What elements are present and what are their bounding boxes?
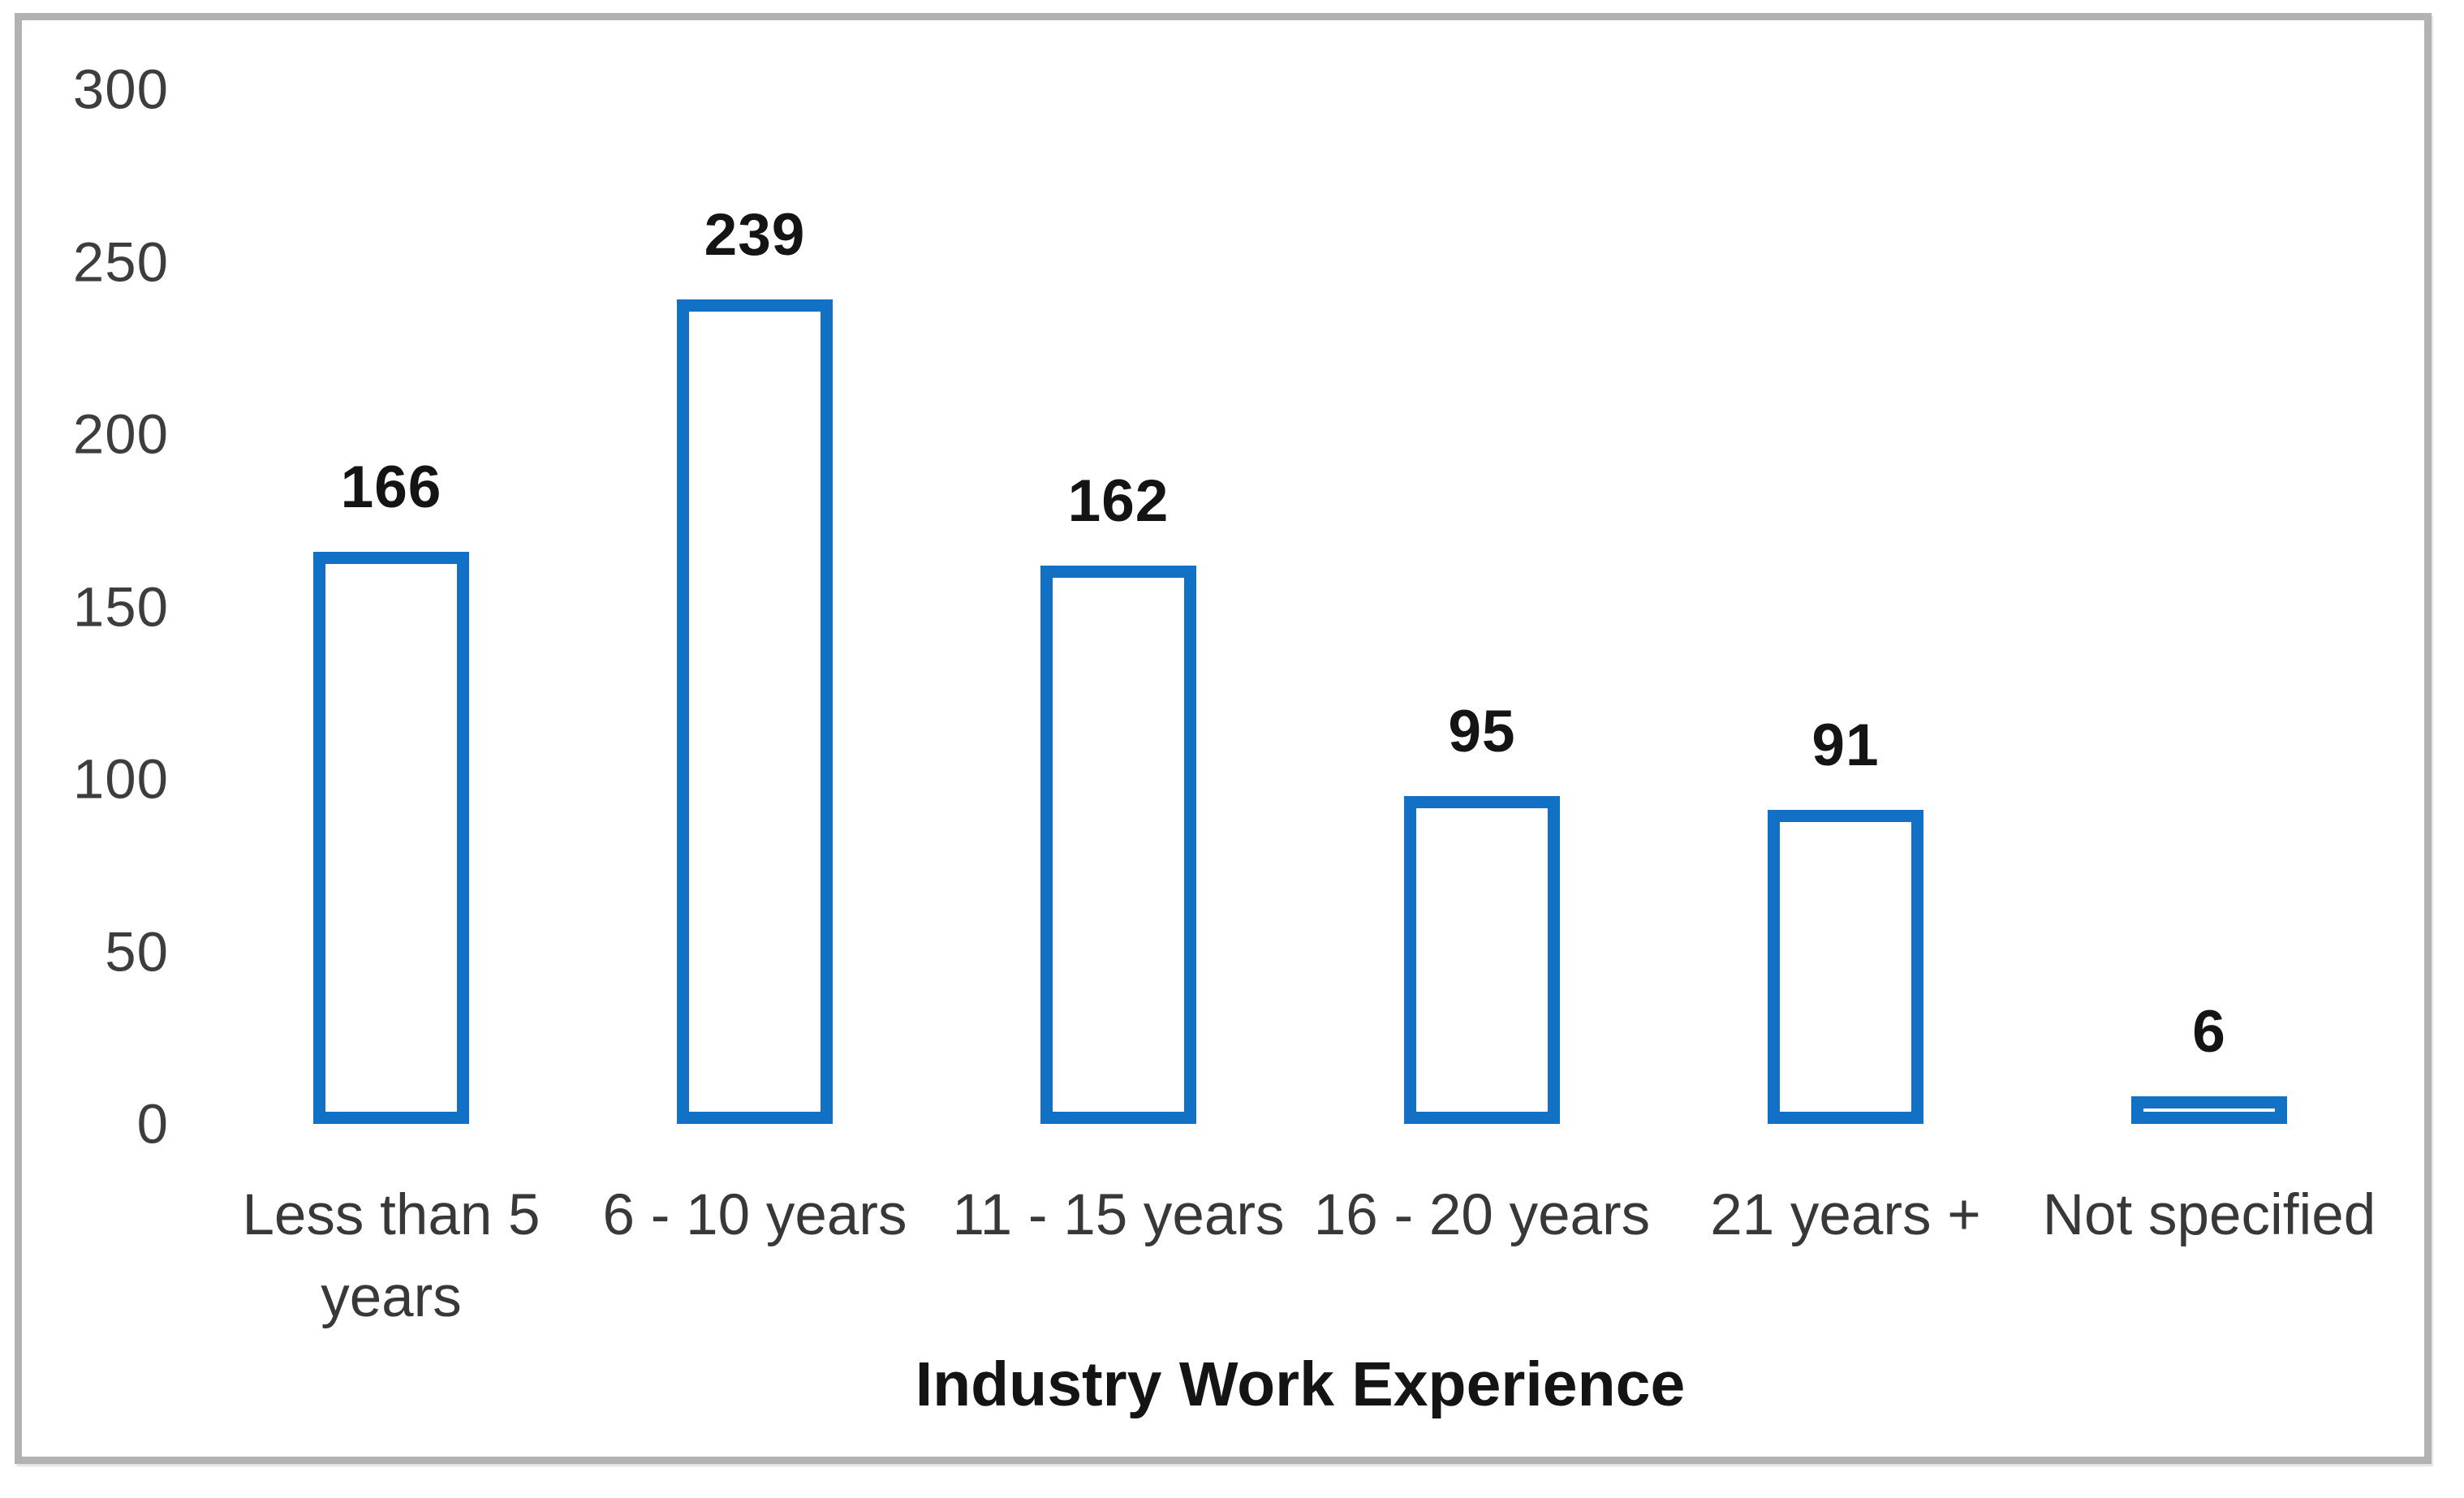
- y-axis-tick-label: 200: [72, 402, 169, 466]
- y-axis-tick-label: 0: [136, 1092, 169, 1156]
- x-axis-category-label: Not specified: [2042, 1183, 2376, 1247]
- bar-4: [1404, 796, 1560, 1124]
- y-axis-tick-label: 300: [72, 58, 169, 121]
- bar-slot: 162: [937, 89, 1300, 1124]
- bar-value-label: 6: [2192, 999, 2226, 1065]
- x-axis-category-label: 11 - 15 years: [952, 1183, 1285, 1247]
- x-axis-category-label: 16 - 20 years: [1313, 1183, 1651, 1247]
- x-axis-category-label: 6 - 10 years: [602, 1183, 907, 1247]
- bar-6: [2131, 1096, 2287, 1124]
- bar-3: [1040, 565, 1196, 1124]
- x-axis-category-label: 21 years +: [1710, 1183, 1981, 1247]
- bar-value-label: 239: [704, 202, 806, 269]
- plot-area: 166 239 162 95 91 6: [209, 89, 2391, 1124]
- bar-slot: 166: [209, 89, 573, 1124]
- bar-value-label: 162: [1067, 467, 1170, 534]
- bar-5: [1768, 810, 1923, 1124]
- bar-value-label: 166: [340, 454, 442, 520]
- y-axis-tick-label: 150: [72, 575, 169, 638]
- bar-slot: 91: [1664, 89, 2027, 1124]
- x-axis-category-labels: Less than 5 years 6 - 10 years 11 - 15 yea…: [209, 1175, 2391, 1339]
- bar-slot: 6: [2027, 89, 2391, 1124]
- y-axis-tick-label: 50: [105, 920, 169, 983]
- y-axis-tick-label: 250: [72, 230, 169, 293]
- bar-2: [677, 299, 833, 1124]
- bar-value-label: 91: [1811, 712, 1880, 779]
- y-axis: 0 50 100 150 200 250 300: [0, 58, 169, 1156]
- bar-1: [313, 551, 469, 1124]
- bar-slot: 95: [1300, 89, 1664, 1124]
- x-axis-title: Industry Work Experience: [915, 1349, 1686, 1419]
- y-axis-tick-label: 100: [72, 747, 169, 811]
- bar-value-label: 95: [1448, 699, 1516, 765]
- x-axis-category-label: Less than 5 years: [242, 1183, 541, 1329]
- bar-slot: 239: [573, 89, 937, 1124]
